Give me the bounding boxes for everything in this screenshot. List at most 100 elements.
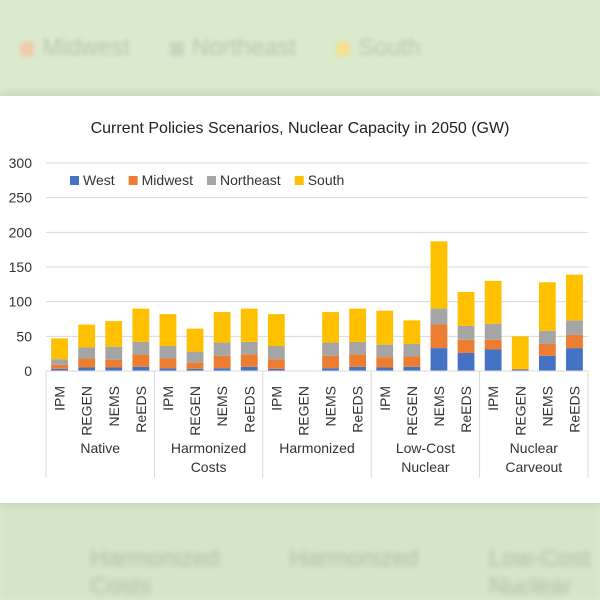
bar-segment-west	[403, 366, 421, 371]
legend-swatch-south	[294, 176, 304, 185]
x-tick-label: REGEN	[404, 386, 420, 436]
background-group-labels: Harmonized Costs Harmonized Low-Cost Nuc…	[0, 503, 600, 600]
bar-segment-midwest	[430, 324, 448, 349]
group-label: Nuclear	[401, 459, 450, 475]
bar-segment-midwest	[78, 358, 96, 368]
bar-segment-south	[376, 310, 394, 345]
bar-segment-northeast	[457, 325, 475, 340]
x-tick-label: ReEDS	[566, 386, 582, 433]
bar-segment-west	[538, 355, 556, 371]
bar-segment-midwest	[105, 359, 123, 368]
bar-segment-midwest	[511, 368, 529, 370]
bar-segment-midwest	[457, 339, 475, 353]
bar-segment-south	[322, 312, 339, 343]
bar-segment-midwest	[213, 355, 231, 369]
chart-title: Current Policies Scenarios, Nuclear Capa…	[90, 120, 510, 137]
group-label: Native	[80, 440, 120, 456]
y-tick-label: 50	[16, 328, 32, 344]
background-legend-northeast: Northeast	[192, 34, 297, 61]
bar-segment-south	[403, 320, 421, 344]
bar-segment-south	[457, 291, 475, 326]
bar-segment-midwest	[403, 356, 421, 367]
bar-segment-northeast	[349, 341, 367, 355]
bar-segment-south	[430, 241, 448, 309]
group-label: Carveout	[505, 459, 562, 475]
x-tick-label: ReEDS	[241, 386, 257, 433]
bar-segment-west	[51, 368, 68, 371]
group-label: Costs	[191, 459, 227, 475]
bar-segment-south	[240, 308, 258, 342]
bar-segment-northeast	[376, 344, 394, 358]
background-group-harmonized: Harmonized	[289, 545, 419, 572]
bar-segment-south	[105, 321, 123, 347]
bar-segment-northeast	[484, 323, 502, 340]
chart-card: Current Policies Scenarios, Nuclear Capa…	[0, 96, 600, 503]
stacked-bar-chart: 0 50 100 150 200 250 300 IPM REGEN NEMS ReEDS IPM RE…	[9, 155, 589, 478]
bar-segment-south	[51, 338, 68, 360]
legend-swatch-west	[70, 176, 79, 185]
background-bottom-blurred: Harmonized Costs Harmonized Low-Cost Nuc…	[0, 503, 600, 600]
bar-segment-west	[566, 348, 583, 371]
legend-swatch-northeast	[207, 176, 216, 185]
bar-segment-west	[349, 366, 367, 371]
background-group-harmonized-costs: Harmonized Costs	[90, 545, 220, 600]
x-tick-label: REGEN	[295, 386, 311, 436]
bar-segment-northeast	[51, 359, 68, 365]
x-tick-label: ReEDS	[458, 386, 474, 433]
x-tick-label: NEMS	[323, 386, 339, 426]
x-tick-label: IPM	[377, 386, 393, 411]
bar-segment-northeast	[403, 343, 421, 357]
bar-segment-west	[511, 369, 529, 371]
bar-segment-midwest	[349, 354, 367, 367]
bar-segment-midwest	[376, 357, 394, 368]
group-label: Nuclear	[510, 440, 559, 456]
bar-segment-northeast	[186, 351, 204, 363]
x-tick-label: IPM	[52, 386, 68, 411]
bar-segment-south	[349, 308, 367, 342]
bar-segment-northeast	[538, 330, 556, 344]
x-tick-label: ReEDS	[350, 386, 366, 433]
bar-segment-northeast	[267, 346, 285, 360]
legend-label-northeast: Northeast	[220, 172, 281, 188]
x-tick-label: IPM	[485, 386, 501, 411]
bar-segment-northeast	[566, 320, 583, 335]
bar-segment-west	[457, 352, 475, 371]
bar-segment-west	[159, 368, 177, 371]
group-label: Harmonized	[279, 440, 354, 456]
bar-segment-south	[511, 336, 529, 369]
legend-label-west: West	[83, 172, 115, 188]
group-label: Harmonized	[171, 440, 246, 456]
x-tick-label: NEMS	[539, 386, 555, 426]
y-tick-label: 300	[9, 155, 33, 171]
bar-segment-midwest	[267, 359, 285, 369]
y-tick-label: 250	[9, 190, 33, 206]
bar-segment-west	[484, 349, 502, 371]
background-legend-south: South	[358, 34, 421, 61]
x-tick-label: IPM	[268, 386, 284, 411]
bar-segment-south	[484, 280, 502, 324]
bar-segment-south	[132, 308, 150, 342]
bar-segment-midwest	[538, 343, 556, 356]
bar-segment-northeast	[78, 347, 96, 359]
bar-segment-midwest	[186, 362, 204, 369]
legend-swatch-midwest	[128, 176, 138, 185]
bar-segment-west	[186, 368, 204, 371]
bar-segment-midwest	[51, 364, 68, 369]
legend-label-midwest: Midwest	[142, 172, 193, 188]
x-tick-label: NEMS	[106, 386, 122, 426]
bar-segment-south	[538, 282, 556, 331]
bar-segment-midwest	[322, 355, 339, 369]
bar-segment-midwest	[159, 358, 177, 369]
bar-segment-northeast	[430, 308, 448, 325]
bar-segment-northeast	[240, 341, 258, 355]
background-legend-midwest: Midwest	[42, 34, 131, 61]
bar-segment-west	[213, 368, 231, 371]
y-tick-label: 0	[24, 363, 32, 379]
bar-segment-northeast	[132, 341, 150, 355]
bar-segment-south	[78, 324, 96, 348]
bar-segment-midwest	[484, 339, 502, 350]
bar-segment-west	[105, 367, 123, 371]
bar-segment-west	[240, 366, 258, 371]
bar-segment-south	[267, 314, 285, 347]
bar-segment-west	[322, 368, 339, 371]
